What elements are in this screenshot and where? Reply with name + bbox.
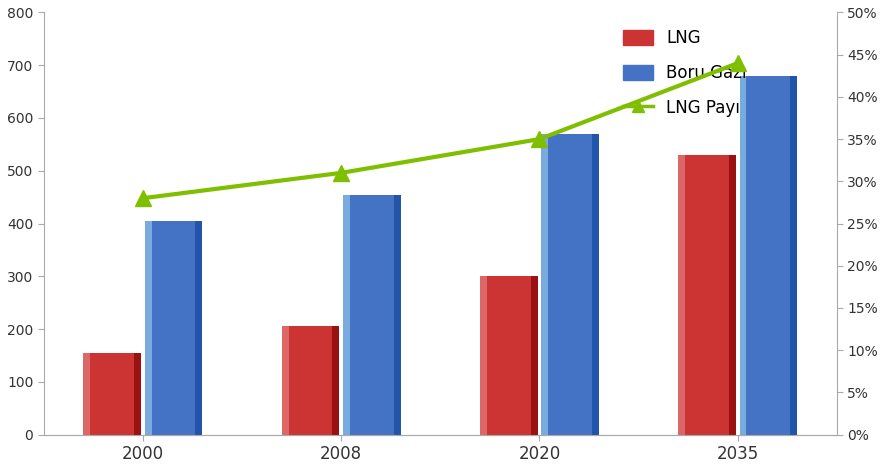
Bar: [333, 327, 339, 435]
Bar: [343, 195, 350, 435]
Bar: [740, 76, 746, 435]
Bar: [592, 134, 599, 435]
Bar: [729, 155, 736, 435]
Bar: [542, 134, 548, 435]
Bar: [790, 76, 797, 435]
Bar: [281, 327, 289, 435]
Bar: [480, 276, 538, 435]
Bar: [144, 221, 151, 435]
Bar: [144, 221, 203, 435]
Bar: [394, 195, 401, 435]
Bar: [196, 221, 203, 435]
Bar: [678, 155, 736, 435]
Bar: [281, 327, 339, 435]
Bar: [678, 155, 685, 435]
Legend: LNG, Boru Gazı, LNG Payı: LNG, Boru Gazı, LNG Payı: [623, 29, 747, 117]
Bar: [83, 353, 141, 435]
Bar: [83, 353, 90, 435]
Bar: [135, 353, 141, 435]
Bar: [480, 276, 487, 435]
Bar: [542, 134, 599, 435]
Bar: [531, 276, 538, 435]
Bar: [740, 76, 797, 435]
Bar: [343, 195, 401, 435]
